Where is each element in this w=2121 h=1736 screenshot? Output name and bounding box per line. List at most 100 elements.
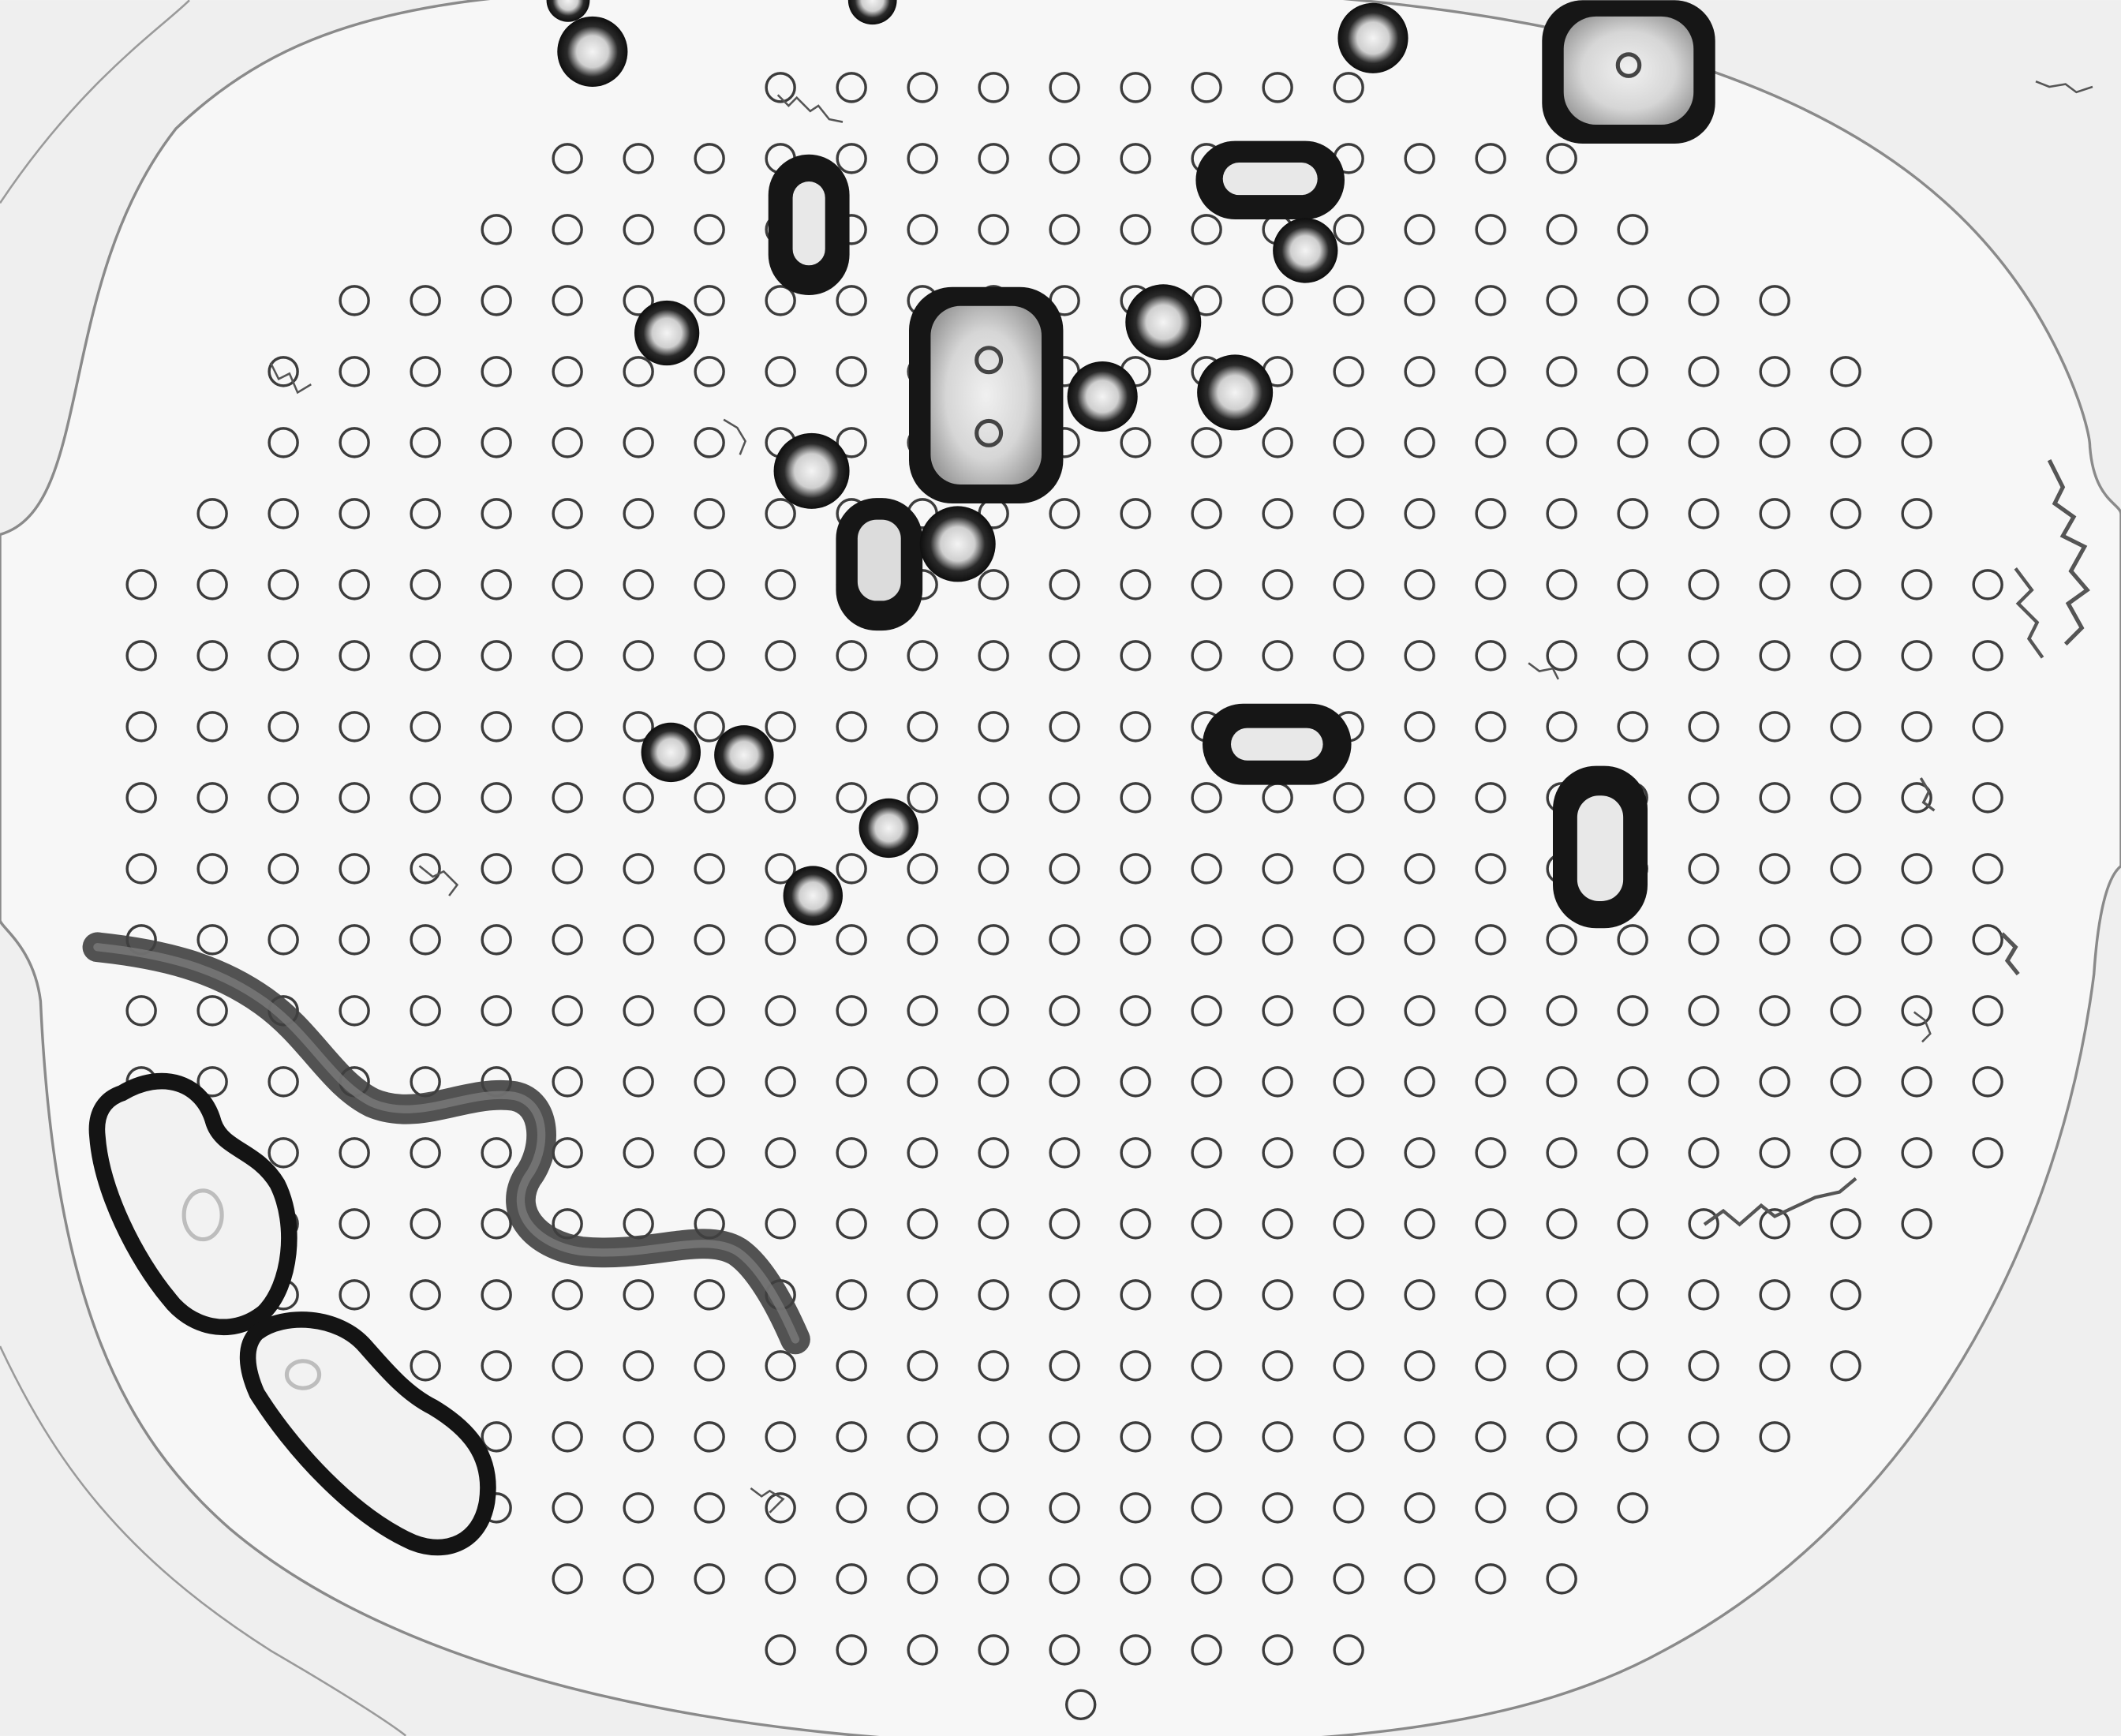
pillar bbox=[1688, 1421, 1719, 1453]
pillar bbox=[1617, 640, 1648, 672]
pillar bbox=[1901, 924, 1932, 956]
worm-gut bbox=[93, 943, 800, 1344]
pillar bbox=[1049, 640, 1080, 672]
pillar bbox=[1120, 1421, 1151, 1453]
pillar bbox=[1120, 1066, 1151, 1098]
pillar bbox=[978, 995, 1009, 1027]
pillar bbox=[1688, 924, 1719, 956]
pillar bbox=[694, 1350, 725, 1382]
pillar bbox=[339, 1279, 370, 1311]
pillar bbox=[339, 1137, 370, 1169]
pillar bbox=[1333, 1421, 1364, 1453]
pillar bbox=[836, 1137, 867, 1169]
pillar bbox=[978, 1492, 1009, 1524]
pillar bbox=[552, 1421, 583, 1453]
pillar bbox=[1404, 1421, 1435, 1453]
pillar bbox=[1617, 569, 1648, 600]
pillar bbox=[481, 427, 512, 458]
pillar bbox=[410, 995, 441, 1027]
pillar bbox=[765, 1421, 796, 1453]
pillar bbox=[978, 782, 1009, 814]
pillar bbox=[267, 1066, 299, 1098]
pillar bbox=[1191, 1421, 1222, 1453]
pillar bbox=[1830, 427, 1861, 458]
pillar bbox=[1759, 569, 1790, 600]
pillar bbox=[907, 995, 938, 1027]
bubble-group bbox=[88, 0, 1715, 1556]
pillar bbox=[623, 214, 654, 245]
pillar bbox=[196, 498, 228, 529]
pillar bbox=[765, 1563, 796, 1595]
pillar bbox=[267, 356, 299, 387]
pillar bbox=[1901, 1066, 1932, 1098]
debris-particle bbox=[750, 1487, 785, 1513]
pillar bbox=[1972, 924, 2003, 956]
pillar bbox=[1759, 1137, 1790, 1169]
pillar bbox=[339, 285, 370, 316]
pillar bbox=[1546, 1066, 1577, 1098]
pillar bbox=[1333, 1634, 1364, 1666]
pillar bbox=[1830, 640, 1861, 672]
pillar bbox=[1404, 498, 1435, 529]
bubble-pillar bbox=[974, 346, 1004, 375]
bubble-core bbox=[1563, 16, 1694, 125]
pillar bbox=[1830, 711, 1861, 743]
pillar bbox=[1049, 72, 1080, 103]
pillar bbox=[1830, 1279, 1861, 1311]
pillar bbox=[1120, 498, 1151, 529]
pillar bbox=[694, 1279, 725, 1311]
pillar bbox=[1759, 1421, 1790, 1453]
pillar bbox=[1830, 569, 1861, 600]
pillar bbox=[1475, 569, 1506, 600]
pillar bbox=[1404, 853, 1435, 885]
pillar bbox=[694, 853, 725, 885]
pillar bbox=[1120, 427, 1151, 458]
pillar bbox=[765, 995, 796, 1027]
pillar bbox=[481, 853, 512, 885]
debris-particle bbox=[269, 362, 312, 395]
bubble-core bbox=[1577, 795, 1624, 901]
pillar bbox=[1759, 640, 1790, 672]
pillar bbox=[694, 214, 725, 245]
dark-bubble bbox=[1337, 2, 1408, 73]
pillar bbox=[1759, 498, 1790, 529]
pillar bbox=[1546, 1137, 1577, 1169]
pillar bbox=[978, 1634, 1009, 1666]
pillar bbox=[1404, 356, 1435, 387]
pillar bbox=[1617, 924, 1648, 956]
pillar bbox=[481, 1279, 512, 1311]
pillar bbox=[1901, 995, 1932, 1027]
pillar bbox=[1333, 995, 1364, 1027]
pillar bbox=[267, 569, 299, 600]
pillar bbox=[410, 285, 441, 316]
pillar bbox=[765, 1066, 796, 1098]
inner-droplet bbox=[284, 1359, 322, 1390]
pillar bbox=[1333, 1066, 1364, 1098]
pillar bbox=[978, 711, 1009, 743]
pillar bbox=[1049, 1492, 1080, 1524]
pillar bbox=[196, 782, 228, 814]
pillar bbox=[623, 1563, 654, 1595]
pillar bbox=[1049, 1421, 1080, 1453]
pillar bbox=[1688, 285, 1719, 316]
pillar bbox=[836, 1279, 867, 1311]
debris-cluster bbox=[2047, 458, 2090, 646]
pillar bbox=[694, 498, 725, 529]
pillar bbox=[978, 1421, 1009, 1453]
pillar bbox=[765, 640, 796, 672]
pillar bbox=[836, 1208, 867, 1240]
pillar bbox=[1546, 995, 1577, 1027]
pillar bbox=[1333, 1492, 1364, 1524]
pillar bbox=[978, 1066, 1009, 1098]
pillar bbox=[1120, 214, 1151, 245]
pillar bbox=[1262, 640, 1293, 672]
pillar bbox=[1191, 995, 1222, 1027]
pillar bbox=[765, 72, 796, 103]
pillar bbox=[1546, 498, 1577, 529]
pillar bbox=[1333, 924, 1364, 956]
pillar bbox=[1262, 1350, 1293, 1382]
pillar bbox=[1262, 924, 1293, 956]
pillar bbox=[978, 853, 1009, 885]
pillar bbox=[623, 1137, 654, 1169]
